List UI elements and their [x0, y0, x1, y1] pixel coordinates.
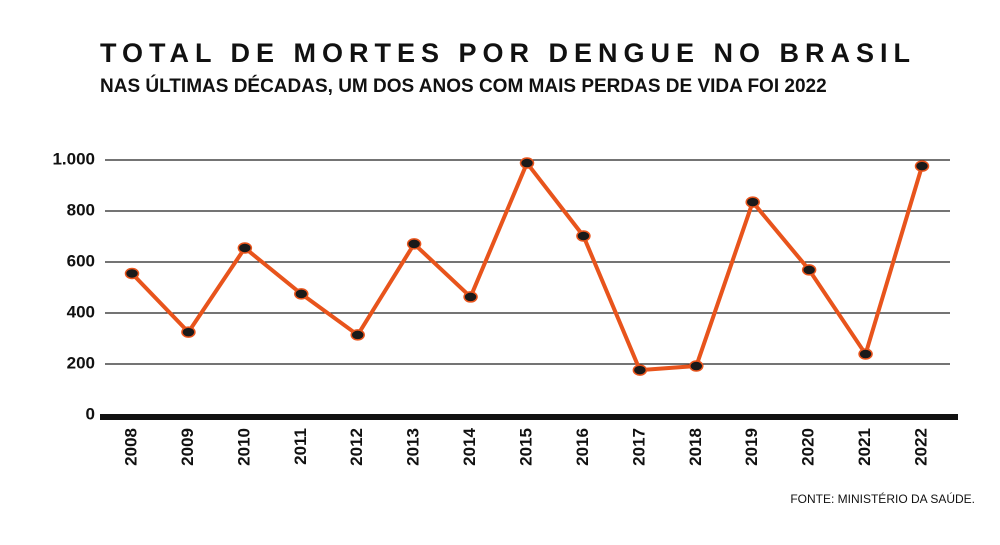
- source: FONTE: MINISTÉRIO DA SAÚDE.: [790, 491, 975, 506]
- x-tick-label: 2008: [121, 428, 140, 466]
- marker: [350, 329, 365, 341]
- marker: [858, 348, 873, 360]
- x-tick-label: 2018: [686, 428, 705, 466]
- x-tick-label: 2017: [629, 428, 648, 466]
- marker: [294, 288, 309, 300]
- x-tick-label: 2022: [911, 428, 930, 466]
- x-tick-label: 2020: [799, 428, 818, 466]
- y-tick-label: 600: [67, 251, 95, 270]
- marker: [745, 196, 760, 208]
- x-tick-label: 2011: [291, 428, 310, 465]
- x-tick-label: 2010: [234, 428, 253, 466]
- x-tick-label: 2012: [347, 428, 366, 466]
- marker: [124, 267, 140, 280]
- x-tick-label: 2016: [573, 428, 592, 466]
- marker: [237, 242, 253, 254]
- marker: [181, 326, 196, 338]
- y-tick-label: 800: [67, 200, 95, 219]
- marker: [914, 160, 930, 172]
- marker: [801, 264, 817, 276]
- marker: [632, 364, 648, 376]
- x-tick-label: 2015: [516, 428, 535, 466]
- x-tick-label: 2021: [855, 428, 874, 466]
- marker: [463, 291, 478, 303]
- marker: [689, 360, 704, 372]
- x-tick-label: 2013: [404, 428, 423, 466]
- y-tick-label: 200: [67, 353, 95, 372]
- x-tick-label: 2019: [742, 428, 761, 466]
- chart-subtitle: NAS ÚLTIMAS DÉCADAS, UM DOS ANOS COM MAI…: [100, 75, 827, 97]
- chart-title: TOTAL DE MORTES POR DENGUE NO BRASIL: [100, 38, 916, 68]
- marker: [576, 230, 591, 242]
- y-tick-label: 400: [67, 302, 95, 321]
- marker: [519, 157, 535, 169]
- x-tick-label: 2009: [178, 428, 197, 466]
- y-tick-label: 0: [86, 404, 95, 423]
- y-tick-label: 1.000: [52, 149, 95, 168]
- x-tick-label: 2014: [460, 427, 479, 465]
- marker: [406, 238, 422, 250]
